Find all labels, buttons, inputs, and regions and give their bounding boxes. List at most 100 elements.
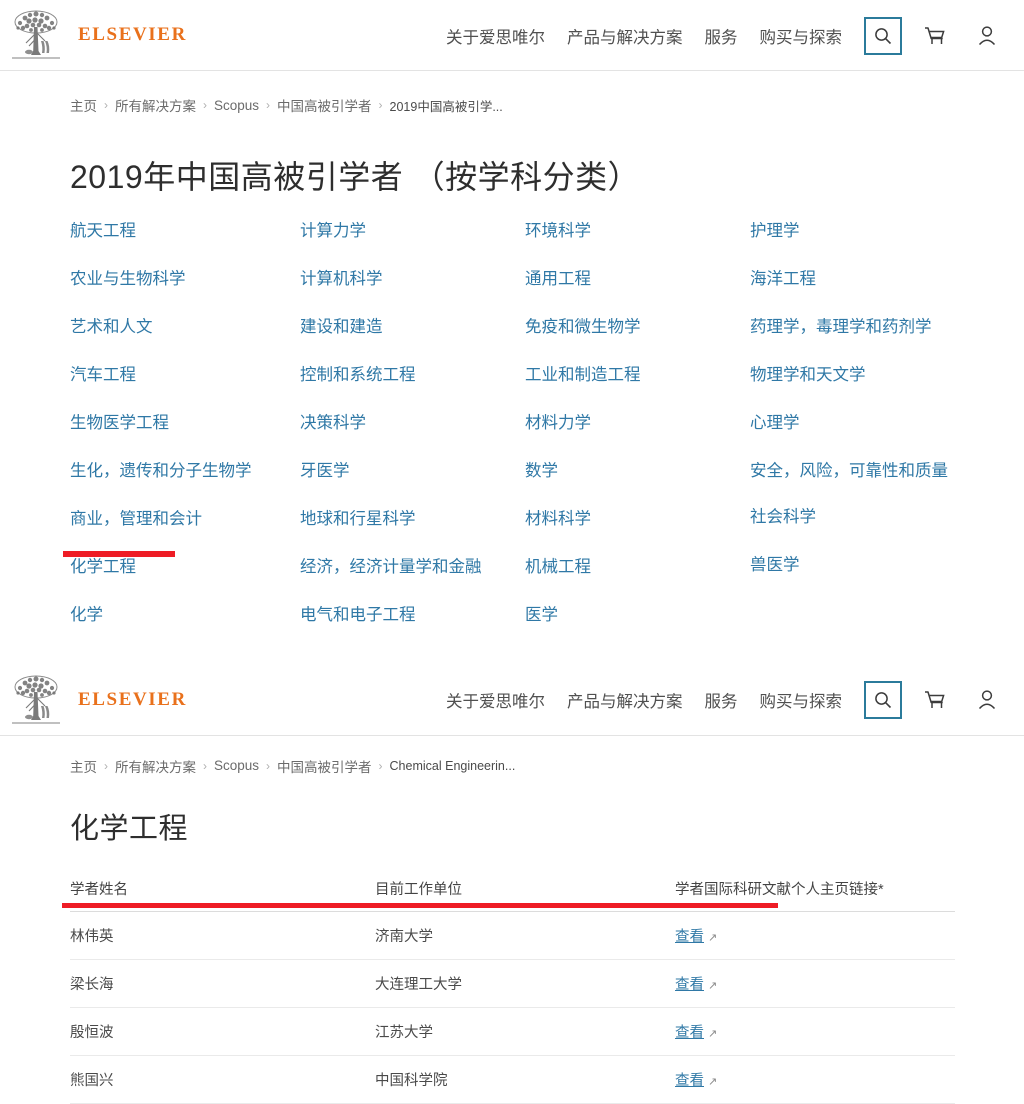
nav-item-about[interactable]: 关于爱思唯尔 bbox=[446, 693, 545, 712]
nav-item-services[interactable]: 服务 bbox=[704, 28, 738, 47]
subject-link-business-mgmt[interactable]: 商业，管理和会计 bbox=[70, 509, 202, 528]
table-row: 殷恒波 江苏大学 查看 ↗ bbox=[70, 1007, 955, 1057]
table-row: 熊国兴 中国科学院 查看 ↗ bbox=[70, 1055, 955, 1104]
user-account-icon[interactable] bbox=[968, 17, 1006, 55]
subject-link-nursing[interactable]: 护理学 bbox=[750, 222, 800, 241]
subject-link-immunology-microbiology[interactable]: 免疫和微生物学 bbox=[525, 318, 641, 337]
nav-item-shop[interactable]: 购买与探索 bbox=[759, 28, 843, 47]
table-header-row: 学者姓名 目前工作单位 学者国际科研文献个人主页链接* bbox=[70, 869, 955, 913]
subject-link-earth-planetary[interactable]: 地球和行星科学 bbox=[300, 509, 416, 528]
breadcrumb-item-home[interactable]: 主页 bbox=[70, 99, 97, 114]
search-glyph bbox=[875, 692, 892, 709]
subject-link-chemistry[interactable]: 化学 bbox=[70, 605, 103, 624]
table-row: 林伟英 济南大学 查看 ↗ bbox=[70, 911, 955, 961]
breadcrumb-separator: › bbox=[266, 98, 271, 112]
breadcrumb-separator: › bbox=[104, 758, 108, 773]
cell-institution: 济南大学 bbox=[375, 911, 675, 961]
elsevier-logo-top[interactable]: ELSEVIER bbox=[8, 6, 187, 64]
subject-link-social-sciences[interactable]: 社会科学 bbox=[750, 507, 816, 526]
subject-link-biomedical[interactable]: 生物医学工程 bbox=[70, 414, 169, 433]
column-header-name: 学者姓名 bbox=[70, 869, 375, 913]
nav-item-products[interactable]: 产品与解决方案 bbox=[567, 28, 683, 47]
subject-link-veterinary[interactable]: 兽医学 bbox=[750, 555, 800, 574]
search-icon[interactable] bbox=[864, 16, 902, 55]
cell-scholar-name: 林伟英 bbox=[70, 911, 375, 961]
elsevier-tree-logo-icon bbox=[12, 675, 60, 724]
subject-link-agri-bio[interactable]: 农业与生物科学 bbox=[70, 270, 186, 289]
search-glyph bbox=[875, 27, 892, 44]
subject-link-environmental-science[interactable]: 环境科学 bbox=[525, 222, 591, 241]
breadcrumb-item-highly-cited[interactable]: 中国高被引学者 bbox=[277, 759, 372, 775]
subject-link-control-systems[interactable]: 控制和系统工程 bbox=[300, 366, 416, 385]
subject-link-mathematics[interactable]: 数学 bbox=[525, 462, 558, 481]
subject-link-construction[interactable]: 建设和建造 bbox=[300, 318, 383, 337]
view-profile-link[interactable]: 查看 bbox=[675, 929, 704, 946]
subject-link-economics-finance[interactable]: 经济，经济计量学和金融 bbox=[300, 557, 482, 576]
subject-link-aerospace[interactable]: 航天工程 bbox=[70, 222, 136, 241]
scholars-table: 学者姓名 目前工作单位 学者国际科研文献个人主页链接* 林伟英 济南大学 查看 ↗… bbox=[70, 869, 955, 1104]
subject-link-psychology[interactable]: 心理学 bbox=[750, 414, 800, 433]
subject-link-chemical-engineering[interactable]: 化学工程 bbox=[70, 557, 136, 576]
subject-link-dentistry[interactable]: 牙医学 bbox=[300, 462, 350, 481]
subject-link-mechanics-of-materials[interactable]: 材料力学 bbox=[525, 414, 591, 433]
breadcrumb-separator: › bbox=[203, 98, 207, 112]
breadcrumb-item-home[interactable]: 主页 bbox=[70, 759, 97, 775]
breadcrumb-separator: › bbox=[266, 758, 271, 773]
view-profile-link[interactable]: 查看 bbox=[675, 977, 704, 994]
cell-institution: 中国科学院 bbox=[375, 1055, 675, 1104]
site-header-top: ELSEVIER 关于爱思唯尔 产品与解决方案 服务 购买与探索 bbox=[0, 0, 1024, 71]
breadcrumb-item-highly-cited[interactable]: 中国高被引学者 bbox=[277, 99, 372, 114]
subject-link-biochem-genetics[interactable]: 生化，遗传和分子生物学 bbox=[70, 462, 252, 481]
elsevier-tree-logo-icon bbox=[12, 10, 60, 59]
page-title-top: 2019年中国高被引学者 （按学科分类） bbox=[70, 159, 641, 196]
breadcrumb-bottom: 主页 › 所有解决方案 › Scopus › 中国高被引学者 › Chemica… bbox=[0, 736, 1024, 776]
subject-link-safety-risk[interactable]: 安全，风险，可靠性和质量 bbox=[750, 462, 948, 481]
nav-item-services[interactable]: 服务 bbox=[704, 693, 738, 712]
nav-item-products[interactable]: 产品与解决方案 bbox=[567, 693, 683, 712]
subject-link-electrical-electronic[interactable]: 电气和电子工程 bbox=[300, 605, 416, 624]
subject-link-arts-humanities[interactable]: 艺术和人文 bbox=[70, 318, 153, 337]
subject-link-industrial-manufacturing[interactable]: 工业和制造工程 bbox=[525, 366, 641, 385]
search-icon[interactable] bbox=[864, 681, 902, 720]
breadcrumb-item-solutions[interactable]: 所有解决方案 bbox=[115, 99, 196, 114]
cart-icon[interactable] bbox=[916, 17, 954, 55]
breadcrumb-item-current: 2019中国高被引学... bbox=[389, 99, 503, 114]
external-link-arrow-icon: ↗ bbox=[708, 980, 718, 993]
subject-link-physics-astronomy[interactable]: 物理学和天文学 bbox=[750, 366, 866, 385]
cell-institution: 江苏大学 bbox=[375, 1007, 675, 1057]
nav-item-about[interactable]: 关于爱思唯尔 bbox=[446, 28, 545, 47]
subject-link-pharmacology[interactable]: 药理学，毒理学和药剂学 bbox=[750, 318, 932, 337]
cart-icon[interactable] bbox=[916, 681, 954, 719]
external-link-arrow-icon: ↗ bbox=[708, 1076, 718, 1089]
breadcrumb-separator: › bbox=[203, 758, 207, 773]
view-profile-link[interactable]: 查看 bbox=[675, 1073, 704, 1090]
subject-link-automotive[interactable]: 汽车工程 bbox=[70, 366, 136, 385]
subject-link-computational-mechanics[interactable]: 计算力学 bbox=[300, 222, 366, 241]
breadcrumb-item-solutions[interactable]: 所有解决方案 bbox=[115, 759, 196, 775]
main-navigation-bottom: 关于爱思唯尔 产品与解决方案 服务 购买与探索 bbox=[435, 665, 1006, 736]
subject-link-mechanical-engineering[interactable]: 机械工程 bbox=[525, 557, 591, 576]
user-glyph bbox=[978, 25, 996, 45]
external-link-arrow-icon: ↗ bbox=[708, 1028, 718, 1041]
chemical-engineering-page: 主页 › 所有解决方案 › Scopus › 中国高被引学者 › Chemica… bbox=[0, 736, 1024, 1104]
view-profile-link[interactable]: 查看 bbox=[675, 1025, 704, 1042]
subject-link-general-engineering[interactable]: 通用工程 bbox=[525, 270, 591, 289]
breadcrumb-item-scopus[interactable]: Scopus bbox=[214, 758, 260, 774]
subject-link-grid: 航天工程 农业与生物科学 艺术和人文 汽车工程 生物医学工程 生化，遗传和分子生… bbox=[0, 220, 1024, 651]
subject-link-decision-sciences[interactable]: 决策科学 bbox=[300, 414, 366, 433]
elsevier-logo-bottom[interactable]: ELSEVIER bbox=[8, 671, 187, 729]
elsevier-wordmark: ELSEVIER bbox=[78, 688, 187, 710]
site-header-bottom: ELSEVIER 关于爱思唯尔 产品与解决方案 服务 购买与探索 bbox=[0, 664, 1024, 736]
main-navigation-top: 关于爱思唯尔 产品与解决方案 服务 购买与探索 bbox=[435, 0, 1006, 71]
subject-index-page: 主页 › 所有解决方案 › Scopus › 中国高被引学者 › 2019中国高… bbox=[0, 71, 1024, 652]
subject-link-computer-science[interactable]: 计算机科学 bbox=[300, 270, 383, 289]
elsevier-wordmark: ELSEVIER bbox=[78, 24, 187, 45]
user-account-icon[interactable] bbox=[968, 681, 1006, 719]
subject-link-ocean-engineering[interactable]: 海洋工程 bbox=[750, 270, 816, 289]
cell-profile-link: 查看 ↗ bbox=[675, 1007, 955, 1057]
breadcrumb-item-scopus[interactable]: Scopus bbox=[214, 97, 260, 113]
subject-column-3: 环境科学 通用工程 免疫和微生物学 工业和制造工程 材料力学 数学 材料科学 机… bbox=[525, 220, 750, 651]
subject-link-medicine[interactable]: 医学 bbox=[525, 605, 558, 624]
subject-link-materials-science[interactable]: 材料科学 bbox=[525, 509, 591, 528]
nav-item-shop[interactable]: 购买与探索 bbox=[759, 693, 843, 712]
